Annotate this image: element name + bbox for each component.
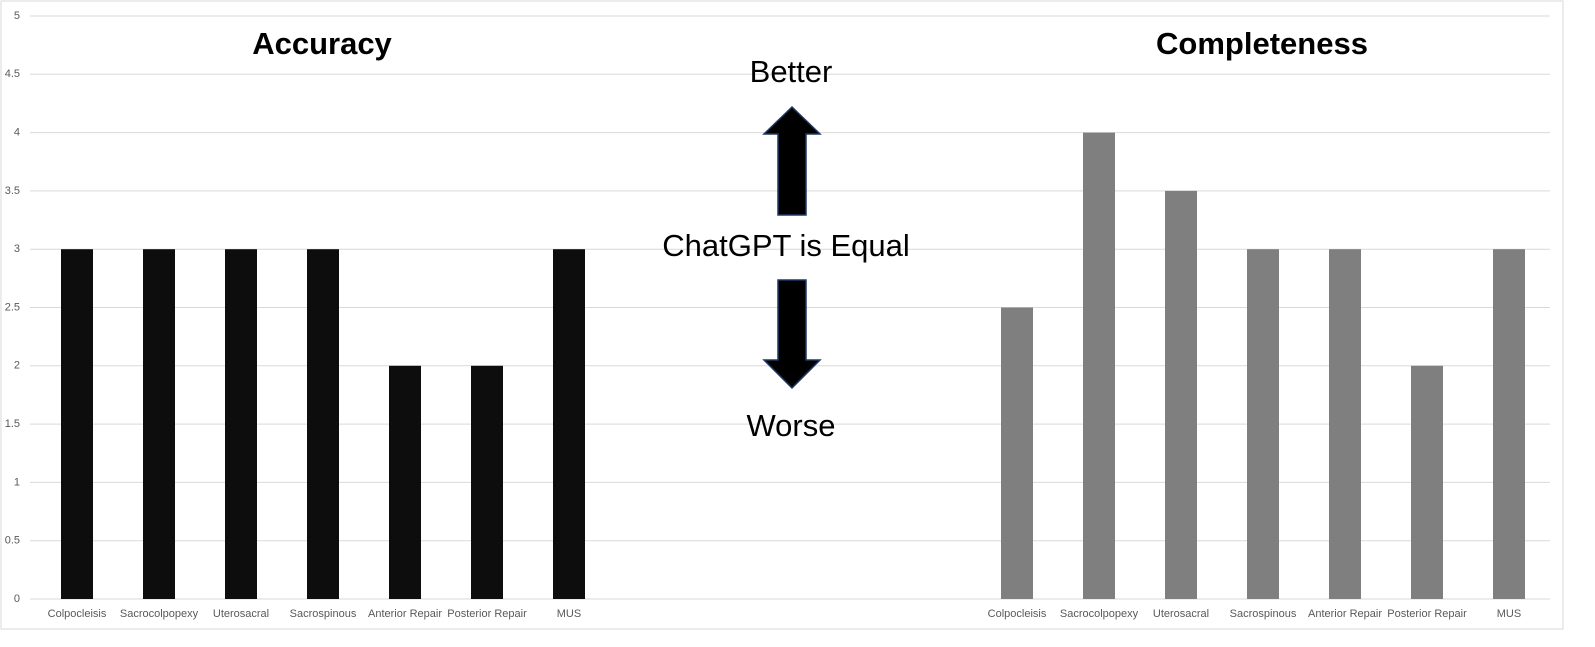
x-tick-label: Sacrocolpopexy bbox=[120, 608, 199, 620]
y-tick-label: 5 bbox=[14, 10, 20, 22]
x-tick-label: Posterior Repair bbox=[447, 608, 527, 620]
annotation: ChatGPT is Equal bbox=[662, 228, 910, 263]
x-tick-label: Sacrospinous bbox=[1230, 608, 1297, 620]
x-tick-label: Uterosacral bbox=[213, 608, 269, 620]
x-tick-label: MUS bbox=[557, 608, 581, 620]
bar bbox=[1165, 190, 1197, 599]
bar bbox=[1247, 249, 1279, 599]
bar bbox=[1001, 307, 1033, 599]
x-tick-label: Sacrocolpopexy bbox=[1060, 608, 1139, 620]
x-tick-label: Posterior Repair bbox=[1387, 608, 1467, 620]
y-tick-label: 0 bbox=[14, 593, 20, 605]
x-tick-label: MUS bbox=[1497, 608, 1521, 620]
x-tick-label: Anterior Repair bbox=[1308, 608, 1382, 620]
up-arrow bbox=[762, 105, 822, 216]
bar bbox=[143, 249, 175, 599]
x-tick-label: Sacrospinous bbox=[290, 608, 357, 620]
y-tick-label: 4.5 bbox=[5, 68, 20, 80]
x-tick-label: Colpocleisis bbox=[48, 608, 107, 620]
bar bbox=[471, 365, 503, 599]
y-tick-label: 1 bbox=[14, 476, 20, 488]
y-tick-label: 2 bbox=[14, 360, 20, 372]
bar bbox=[225, 249, 257, 599]
bar bbox=[389, 365, 421, 599]
y-tick-label: 0.5 bbox=[5, 535, 20, 547]
chart-title: Accuracy bbox=[252, 26, 392, 61]
y-tick-label: 3.5 bbox=[5, 185, 20, 197]
bar bbox=[61, 249, 93, 599]
bar bbox=[307, 249, 339, 599]
x-tick-label: Uterosacral bbox=[1153, 608, 1209, 620]
y-tick-label: 1.5 bbox=[5, 418, 20, 430]
bar bbox=[553, 249, 585, 599]
bar bbox=[1411, 365, 1443, 599]
bar bbox=[1329, 249, 1361, 599]
annotation: Better bbox=[750, 54, 833, 89]
y-tick-label: 2.5 bbox=[5, 301, 20, 313]
y-tick-label: 4 bbox=[14, 127, 20, 139]
y-tick-label: 3 bbox=[14, 243, 20, 255]
down-arrow bbox=[762, 279, 822, 390]
chart-title: Completeness bbox=[1156, 26, 1368, 61]
bar bbox=[1083, 132, 1115, 599]
x-tick-label: Anterior Repair bbox=[368, 608, 442, 620]
bar bbox=[1493, 249, 1525, 599]
annotation: Worse bbox=[746, 408, 835, 443]
x-tick-label: Colpocleisis bbox=[988, 608, 1047, 620]
